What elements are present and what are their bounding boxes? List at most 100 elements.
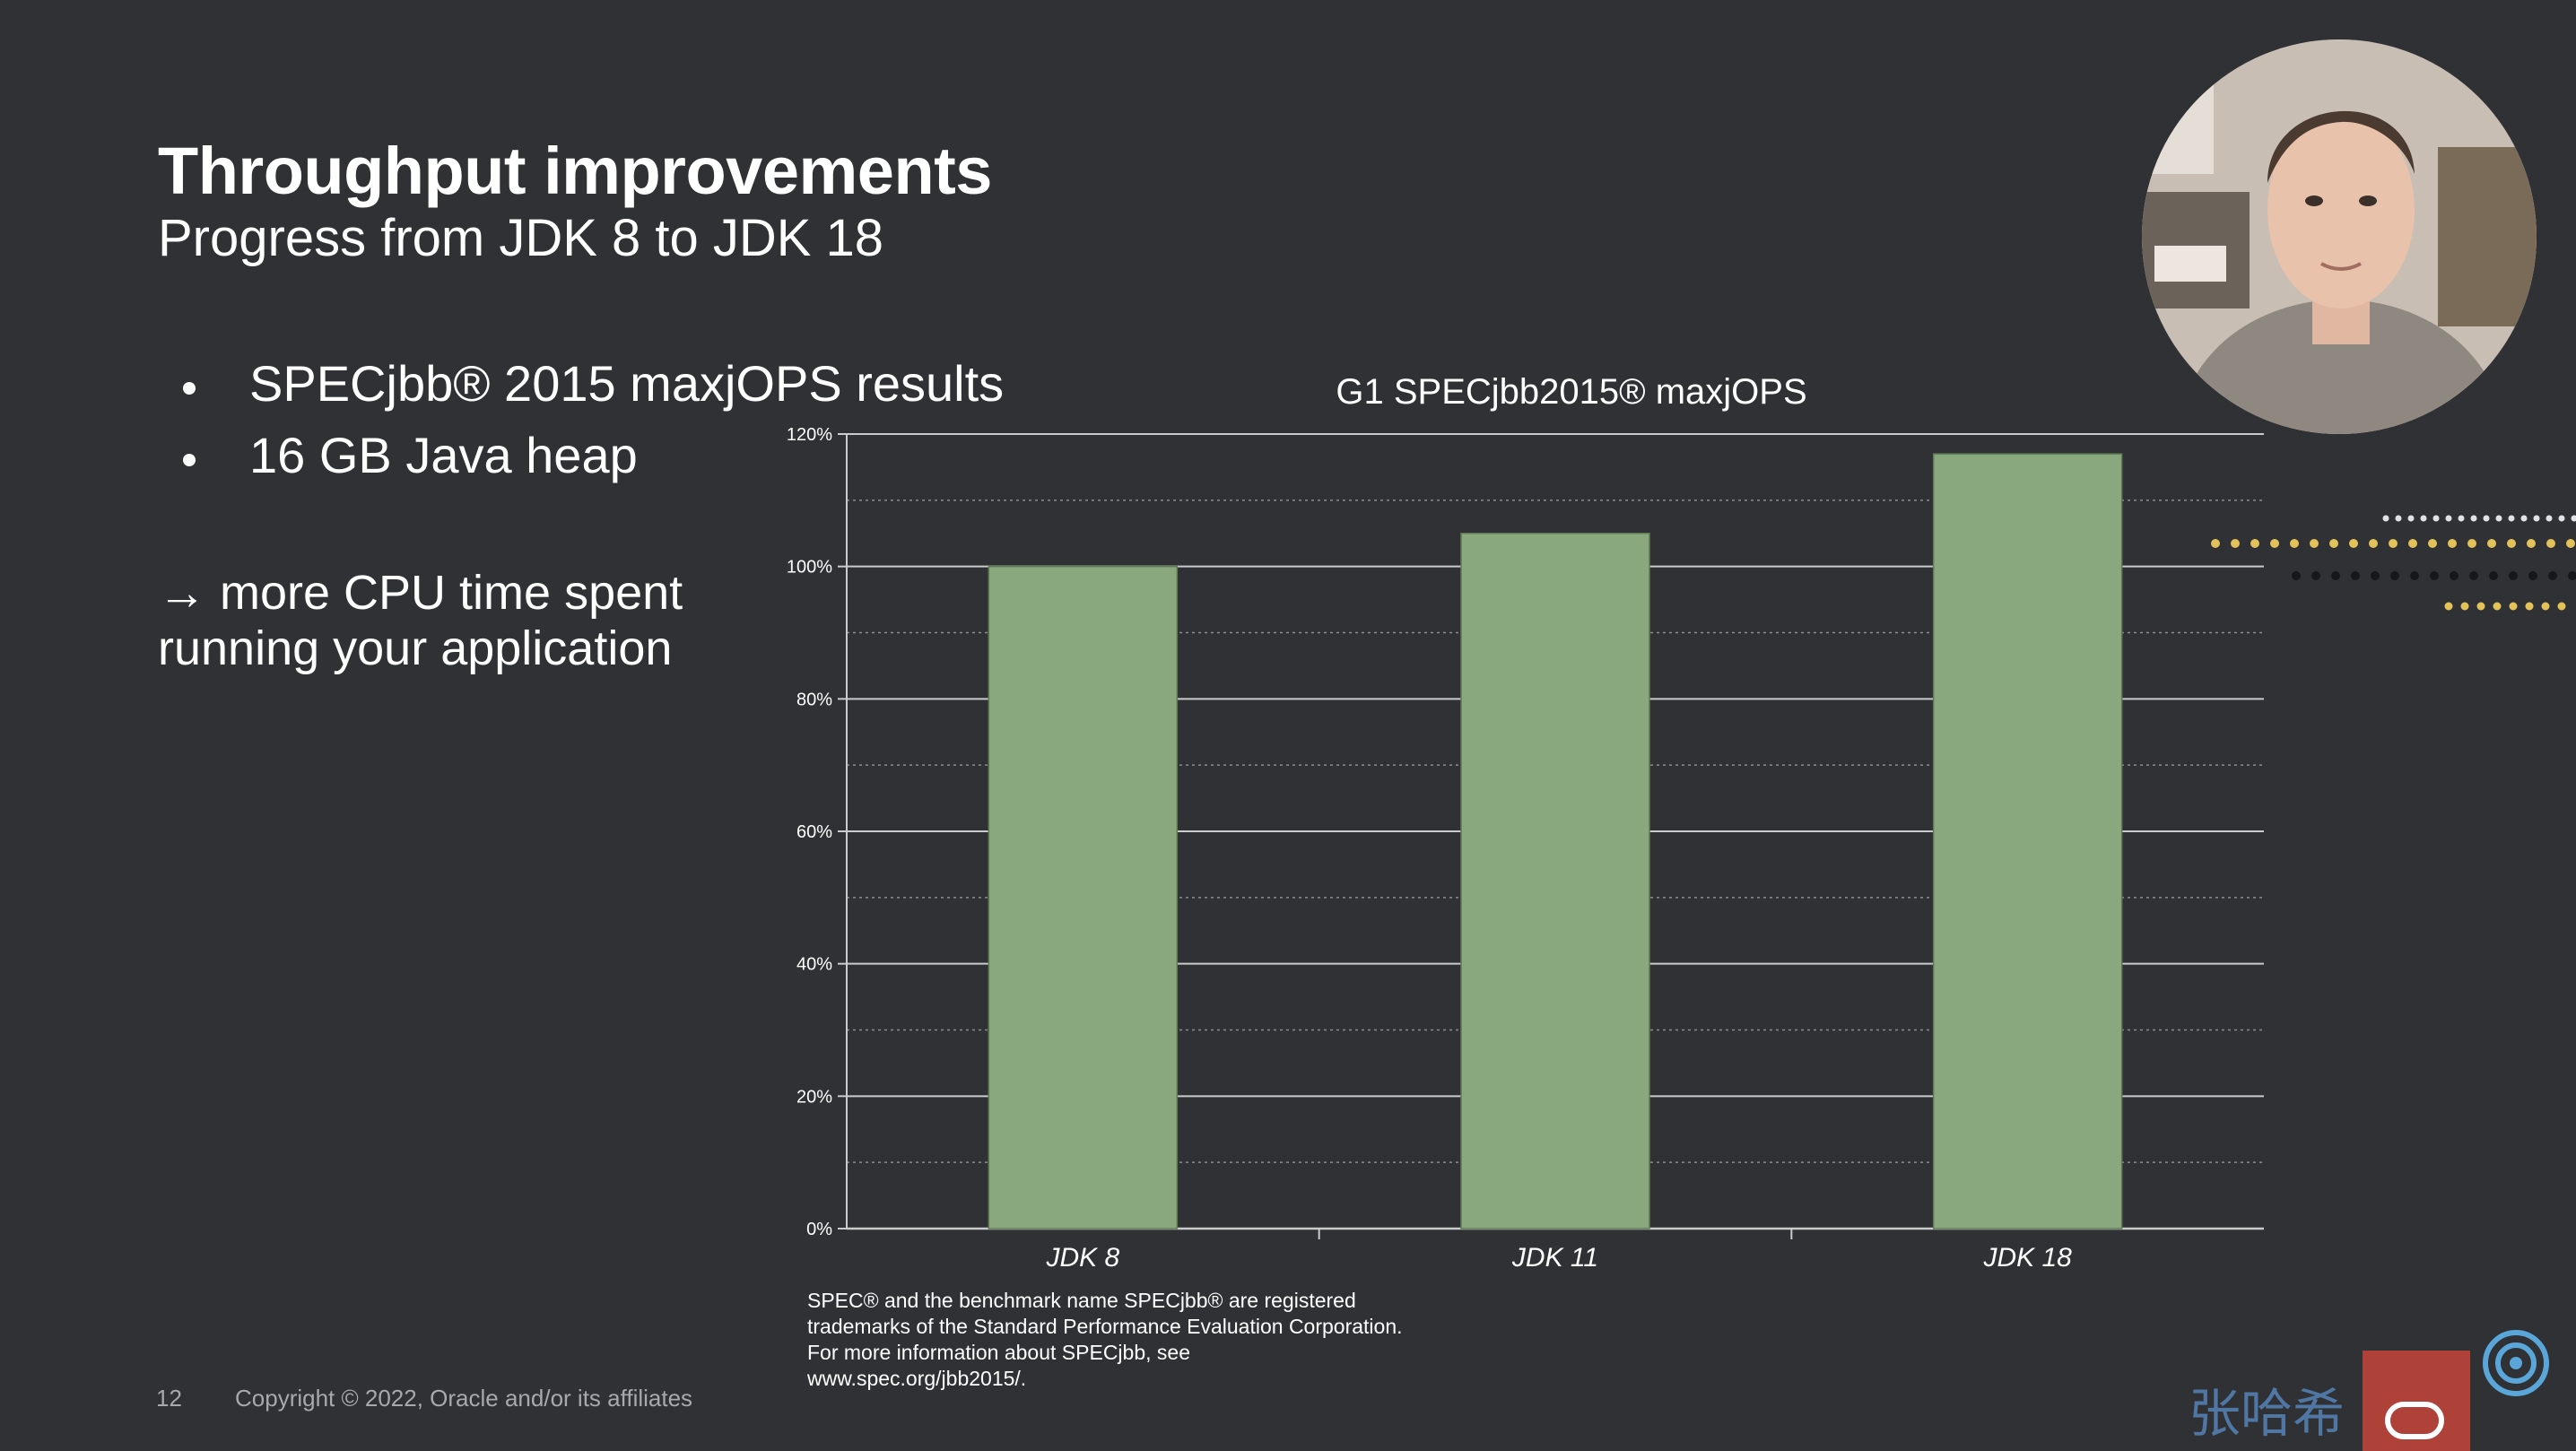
decorative-dot (2467, 539, 2476, 548)
bullet-text: 16 GB Java heap (249, 427, 638, 483)
presenter-webcam (2142, 39, 2537, 434)
y-tick-label: 60% (796, 822, 832, 842)
x-tick-label: JDK 8 (1045, 1243, 1119, 1273)
decorative-dot (2528, 571, 2537, 580)
decorative-dot (2509, 571, 2518, 580)
decorative-dot (2290, 539, 2299, 548)
decorative-dot (2407, 515, 2415, 522)
slide-title: Throughput improvements (158, 134, 992, 208)
decorative-dot (2558, 515, 2565, 522)
decorative-dot (2420, 515, 2427, 522)
decorative-dot (2470, 515, 2477, 522)
decorative-dot (2445, 515, 2452, 522)
decorative-dot (2495, 515, 2502, 522)
decorative-dot (2509, 602, 2518, 611)
x-tick-label: JDK 11 (1511, 1243, 1598, 1273)
decorative-dot (2557, 602, 2566, 611)
bar-jdk-18 (1932, 453, 2123, 1229)
decorative-dot (2546, 539, 2555, 548)
trademark-disclaimer: SPEC® and the benchmark name SPECjbb® ar… (807, 1288, 1489, 1392)
decorative-dot (2270, 539, 2279, 548)
bullet-dot-icon (183, 454, 196, 466)
disclaimer-line: SPEC® and the benchmark name SPECjbb® ar… (807, 1289, 1356, 1312)
disclaimer-link[interactable]: www.spec.org/jbb2015/. (807, 1367, 1027, 1390)
decorative-dot (2469, 571, 2478, 580)
decorative-dot (2460, 602, 2469, 611)
decorative-dot (2546, 515, 2553, 522)
decorative-dot (2487, 539, 2496, 548)
decorative-dot (2329, 539, 2338, 548)
disclaimer-line: For more information about SPECjbb, see (807, 1341, 1190, 1364)
takeaway-line: running your application (158, 621, 673, 675)
decorative-dot (2525, 602, 2534, 611)
watermark-text: 张哈希 (2189, 1383, 2345, 1444)
decorative-dot (2382, 515, 2389, 522)
decorative-dot (2571, 515, 2576, 522)
decorative-dot (2231, 539, 2240, 548)
decorative-dot (2520, 515, 2528, 522)
y-tick-label: 80% (796, 690, 832, 709)
bar-jdk-8 (988, 565, 1179, 1229)
copyright-notice: Copyright © 2022, Oracle and/or its affi… (235, 1385, 693, 1412)
watermark: 张哈希 (2180, 1318, 2556, 1451)
decorative-dot (2507, 539, 2516, 548)
y-tick-label: 120% (787, 425, 832, 445)
bullet-dot-icon (183, 382, 196, 395)
decorative-dots (2211, 515, 2576, 611)
disclaimer-line: trademarks of the Standard Performance E… (807, 1315, 1403, 1338)
decorative-dot (2450, 571, 2459, 580)
y-tick-label: 20% (796, 1087, 832, 1107)
decorative-dot (2448, 539, 2457, 548)
decorative-dot (2395, 515, 2402, 522)
decorative-dot (2548, 571, 2557, 580)
decorative-dot (2444, 602, 2453, 611)
y-tick-label: 0% (806, 1220, 832, 1239)
decorative-dot (2349, 539, 2358, 548)
y-tick-label: 40% (796, 955, 832, 975)
decorative-dot (2527, 539, 2536, 548)
decorative-dot (2566, 539, 2575, 548)
bullet-item: SPECjbb® 2015 maxjOPS results (176, 348, 1004, 420)
decorative-dot (2458, 515, 2465, 522)
decorative-dot (2369, 539, 2378, 548)
decorative-dot (2408, 539, 2417, 548)
takeaway-note: → more CPU time spent running your appli… (158, 565, 786, 676)
presenter-avatar-icon (2142, 39, 2537, 434)
decorative-dot (2428, 539, 2437, 548)
decorative-dot (2493, 602, 2502, 611)
page-number: 12 (156, 1385, 182, 1412)
decorative-dot (2389, 539, 2398, 548)
bullet-list: SPECjbb® 2015 maxjOPS results 16 GB Java… (176, 348, 1004, 491)
decorative-dot (2351, 571, 2360, 580)
decorative-dot (2541, 602, 2550, 611)
decorative-dot (2483, 515, 2490, 522)
decorative-dot (2250, 539, 2259, 548)
bar-jdk-11 (1460, 533, 1650, 1229)
slide-subtitle: Progress from JDK 8 to JDK 18 (158, 209, 884, 267)
bullet-item: 16 GB Java heap (176, 420, 1004, 491)
bullet-text: SPECjbb® 2015 maxjOPS results (249, 355, 1005, 412)
decorative-dot (2430, 571, 2439, 580)
decorative-dot (2211, 539, 2220, 548)
decorative-dot (2533, 515, 2540, 522)
decorative-dot (2432, 515, 2440, 522)
decorative-dot (2568, 571, 2576, 580)
x-tick-label: JDK 18 (1982, 1243, 2072, 1273)
decorative-dot (2476, 602, 2485, 611)
watermark-logo-icon: 张哈希 (2189, 1330, 2549, 1451)
decorative-dot (2310, 539, 2319, 548)
decorative-dot (2331, 571, 2340, 580)
decorative-dot (2292, 571, 2301, 580)
chart-title: G1 SPECjbb2015® maxjOPS (1336, 372, 1806, 412)
decorative-dot (2508, 515, 2515, 522)
decorative-dot (2371, 571, 2380, 580)
decorative-dot (2410, 571, 2419, 580)
decorative-dot (2311, 571, 2320, 580)
decorative-dot (2390, 571, 2399, 580)
y-tick-label: 100% (787, 558, 832, 578)
decorative-dot (2489, 571, 2498, 580)
takeaway-line: → more CPU time spent (158, 566, 683, 620)
